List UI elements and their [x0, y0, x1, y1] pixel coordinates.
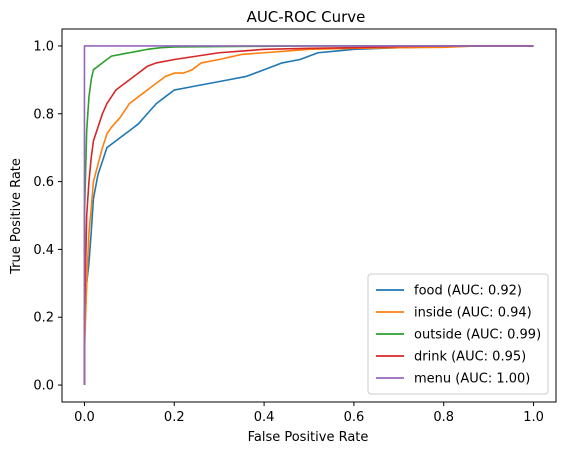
legend-entry: inside (AUC: 0.94) [414, 306, 532, 321]
y-tick-label: 0.0 [33, 379, 54, 394]
y-tick-label: 0.2 [33, 311, 54, 326]
series-line-food [83, 45, 534, 386]
x-tick-label: 0.6 [344, 410, 365, 425]
x-axis-ticks: 0.0 0.2 0.4 0.6 0.8 1.0 [74, 402, 544, 425]
plot-area [83, 45, 534, 386]
y-tick-label: 0.6 [33, 175, 54, 190]
x-axis-label: False Positive Rate [248, 430, 369, 445]
y-tick-label: 0.8 [33, 107, 54, 122]
x-tick-label: 0.2 [164, 410, 185, 425]
plot-frame [61, 28, 557, 403]
y-axis-ticks: 0.0 0.2 0.4 0.6 0.8 1.0 [33, 39, 62, 394]
legend: food (AUC: 0.92) inside (AUC: 0.94) outsid… [367, 273, 549, 395]
series-line-inside [83, 45, 534, 386]
chart-title: AUC-ROC Curve [247, 8, 366, 26]
series-line-menu [83, 45, 534, 386]
legend-box [367, 273, 549, 395]
legend-entry: menu (AUC: 1.00) [414, 372, 530, 387]
x-tick-label: 1.0 [523, 410, 544, 425]
legend-entry: food (AUC: 0.92) [414, 284, 522, 299]
x-tick-label: 0.4 [254, 410, 275, 425]
y-axis-label: True Positive Rate [9, 158, 24, 275]
x-tick-label: 0.8 [433, 410, 454, 425]
legend-entry: drink (AUC: 0.95) [414, 350, 526, 365]
legend-entry: outside (AUC: 0.99) [414, 328, 541, 343]
series-line-drink [83, 45, 534, 386]
y-tick-label: 1.0 [33, 39, 54, 54]
x-tick-label: 0.0 [74, 410, 95, 425]
y-tick-label: 0.4 [33, 243, 54, 258]
